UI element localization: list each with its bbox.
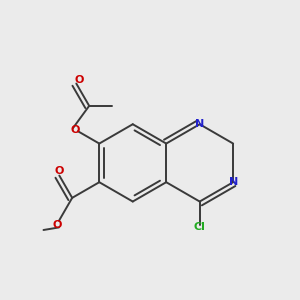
Text: O: O — [75, 75, 84, 85]
Text: Cl: Cl — [194, 222, 206, 232]
Text: N: N — [229, 177, 238, 187]
Text: N: N — [195, 119, 204, 129]
Text: O: O — [52, 220, 62, 230]
Text: O: O — [55, 166, 64, 176]
Text: O: O — [71, 125, 80, 135]
